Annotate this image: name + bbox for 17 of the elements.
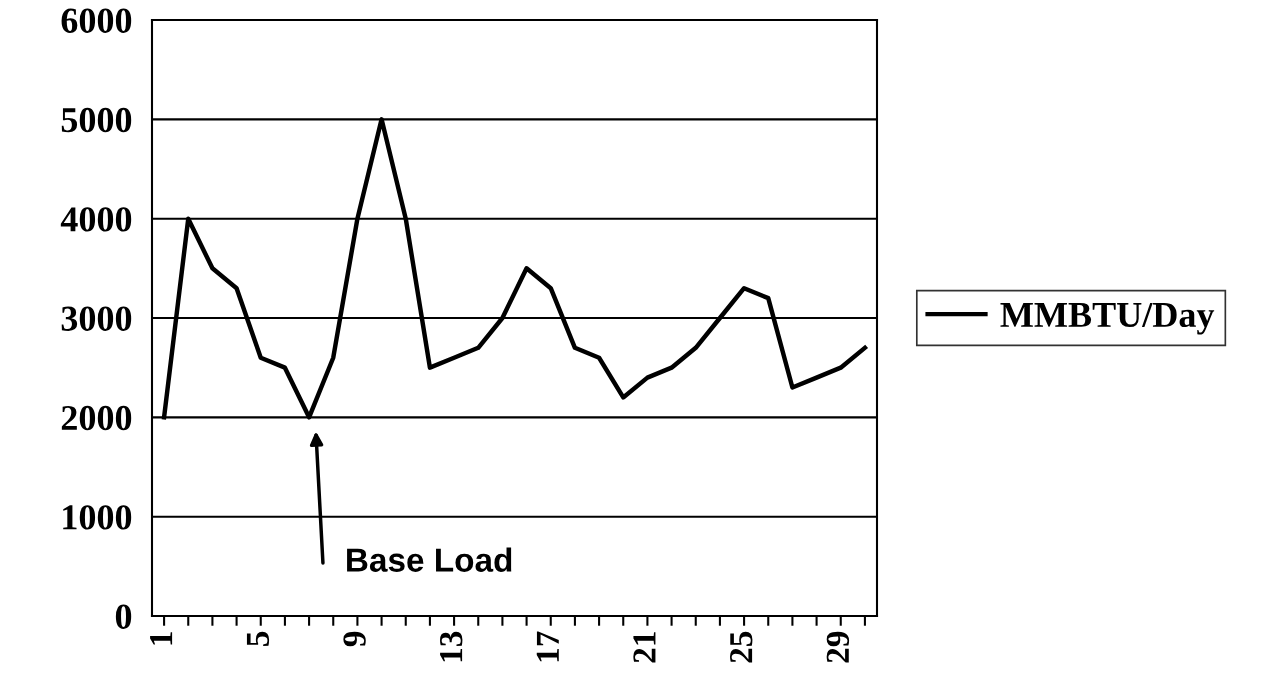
y-tick-label: 0 [115, 604, 132, 629]
x-tick-label: 29 [826, 631, 850, 663]
y-tick-label: 3000 [61, 306, 132, 331]
x-tick-label: 17 [536, 631, 559, 662]
x-tick-label: 13 [440, 631, 463, 662]
y-tick-label: 4000 [60, 207, 132, 232]
y-tick-label: 1000 [63, 505, 132, 530]
annotation: Base Load [347, 547, 512, 572]
x-tick-label: 9 [343, 631, 366, 647]
x-tick-label: 5 [246, 631, 270, 646]
x-tick-label: 21 [633, 632, 656, 663]
x-tick-label: 25 [730, 631, 753, 663]
x-tick-label: 1 [150, 632, 173, 645]
y-tick-label: 6000 [61, 8, 132, 33]
y-tick-label: 5000 [61, 107, 132, 133]
legend-label: MMBTU/Day [1000, 302, 1215, 335]
y-tick-label: 2000 [61, 405, 132, 431]
